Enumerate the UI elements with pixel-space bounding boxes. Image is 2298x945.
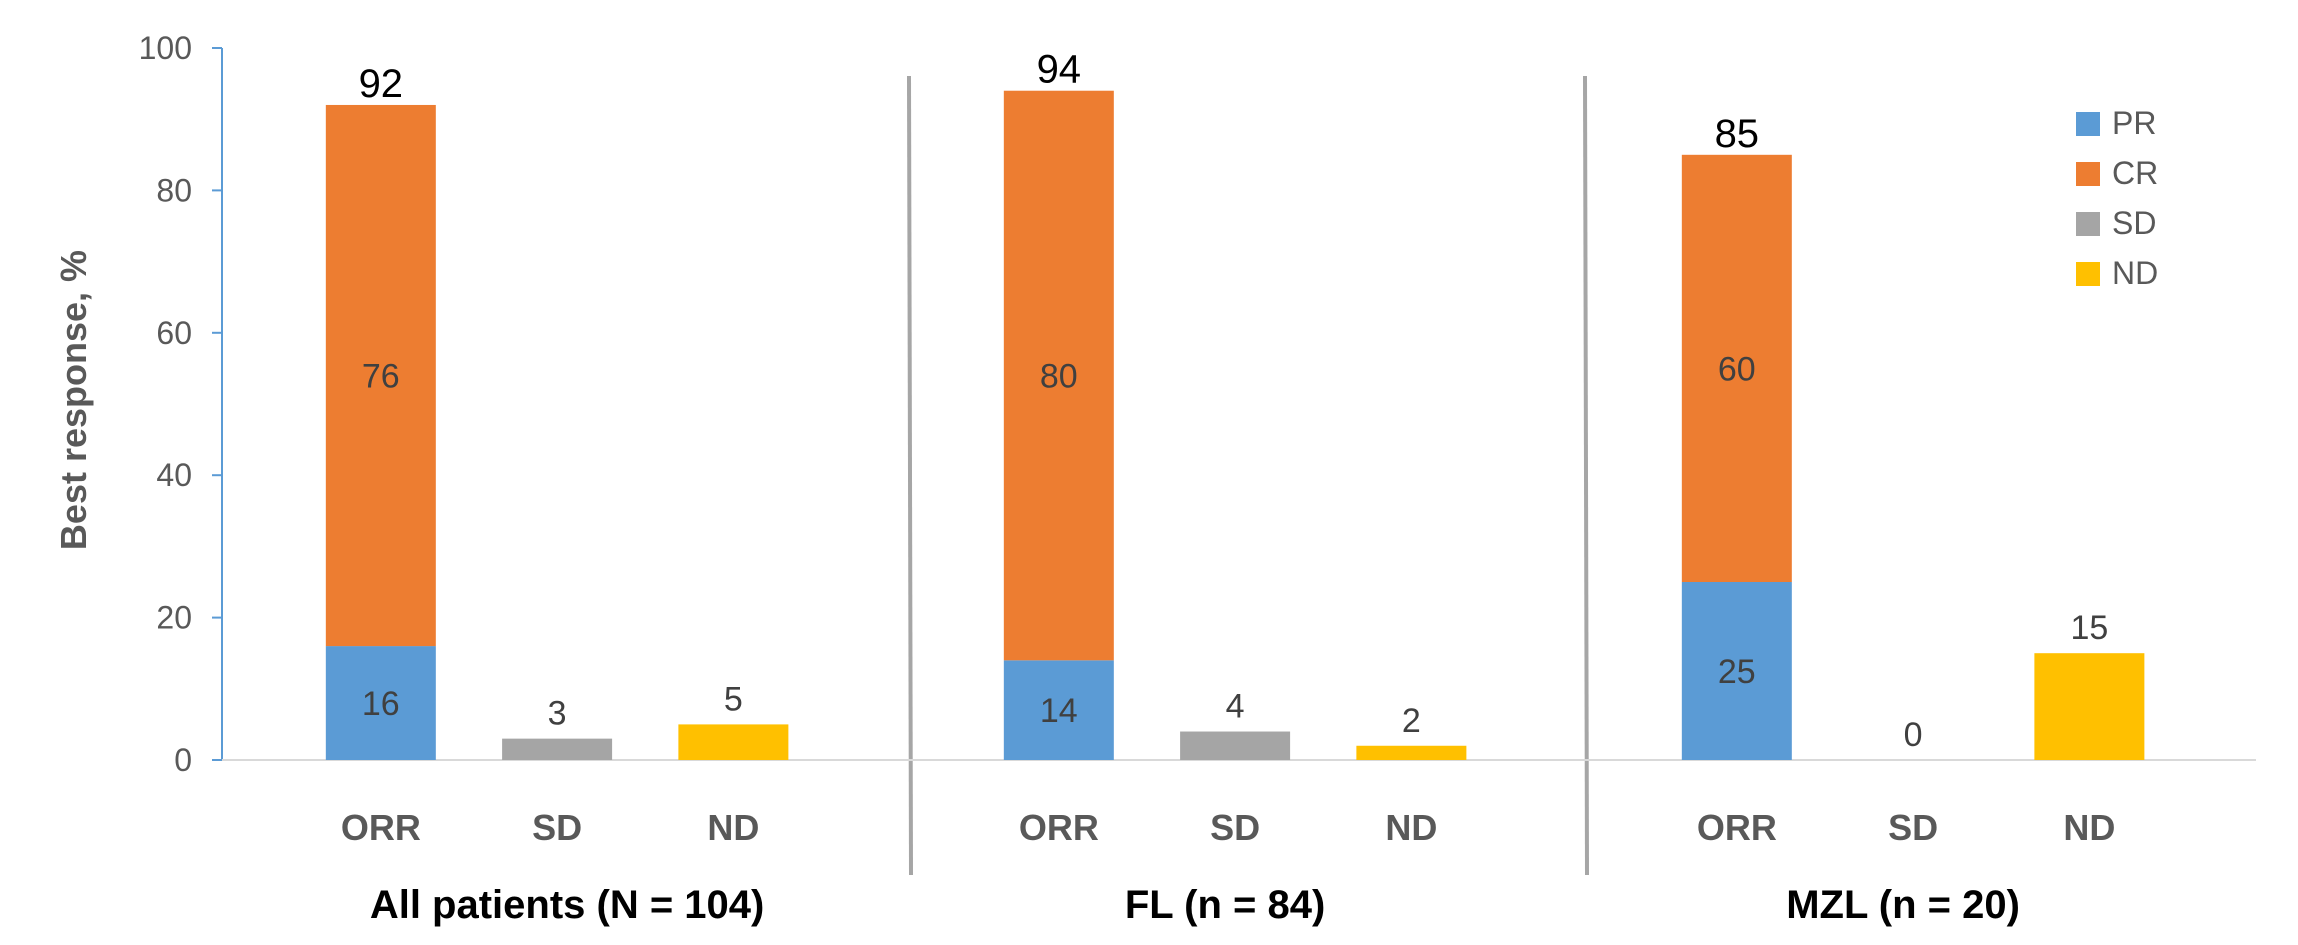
data-label: 80 (1040, 358, 1078, 396)
group-label: FL (n = 84) (1125, 883, 1325, 927)
x-category-label: ORR (1019, 807, 1099, 848)
bar-segment-cr (325, 104, 436, 647)
total-label: 94 (1037, 48, 1082, 92)
legend: PR CR SD ND (2076, 105, 2158, 291)
x-category-label: ND (1385, 807, 1437, 848)
legend-swatch-pr (2076, 112, 2100, 136)
x-category-label: ND (707, 807, 759, 848)
x-category-label: ND (2063, 807, 2115, 848)
x-category-label: SD (532, 807, 582, 848)
data-label: 15 (2070, 609, 2108, 647)
group-label: All patients (N = 104) (370, 883, 765, 927)
data-label: 14 (1040, 692, 1078, 730)
legend-swatch-cr (2076, 162, 2100, 186)
y-tick-label: 60 (156, 315, 192, 351)
legend-label: ND (2112, 255, 2158, 291)
bars (325, 90, 2145, 760)
legend-label: CR (2112, 155, 2158, 191)
legend-label: PR (2112, 105, 2156, 141)
bar-segment-pr (1681, 582, 1792, 760)
y-axis-label: Best response, % (53, 250, 94, 550)
data-label: 2 (1402, 702, 1421, 740)
bar-segment-nd (678, 724, 789, 760)
legend-swatch-sd (2076, 212, 2100, 236)
group-separator (907, 75, 913, 876)
bar-segment-cr (1003, 90, 1114, 661)
bar-segment-nd (2034, 653, 2145, 760)
y-tick-label: 0 (174, 742, 192, 778)
total-label: 92 (359, 62, 404, 106)
legend-label: SD (2112, 205, 2156, 241)
bar-segment-cr (1681, 154, 1792, 583)
data-label: 4 (1226, 688, 1245, 726)
legend-swatch-nd (2076, 262, 2100, 286)
x-category-label: SD (1210, 807, 1260, 848)
bar-segment-nd (1356, 745, 1467, 760)
group-labels: All patients (N = 104) FL (n = 84) MZL (n … (370, 883, 2020, 927)
data-label: 60 (1718, 350, 1756, 388)
bar-segment-sd (502, 738, 613, 760)
bar-segment-sd (1180, 731, 1291, 760)
group-label: MZL (n = 20) (1786, 883, 2020, 927)
data-label: 3 (548, 695, 567, 733)
group-separators (907, 75, 1589, 876)
data-label: 76 (362, 358, 400, 396)
y-tick-label: 20 (156, 600, 192, 636)
group-separator (1583, 75, 1589, 876)
data-label: 5 (724, 680, 743, 718)
x-category-label: ORR (1697, 807, 1777, 848)
y-tick-label: 100 (139, 30, 192, 66)
data-label: 25 (1718, 653, 1756, 691)
y-tick-label: 40 (156, 457, 192, 493)
x-axis-category-labels: ORR SD ND ORR SD ND ORR SD ND (341, 807, 2116, 848)
bar-segment-pr (325, 646, 436, 760)
data-label: 16 (362, 685, 400, 723)
x-category-label: ORR (341, 807, 421, 848)
total-label: 85 (1715, 112, 1760, 156)
x-category-label: SD (1888, 807, 1938, 848)
y-axis: 0 20 40 60 80 100 (139, 30, 223, 778)
y-tick-label: 80 (156, 172, 192, 208)
bar-segment-pr (1003, 660, 1114, 760)
data-label: 0 (1904, 716, 1923, 754)
data-labels: 16 76 92 3 5 14 80 94 4 2 25 60 85 0 15 (359, 48, 2109, 754)
